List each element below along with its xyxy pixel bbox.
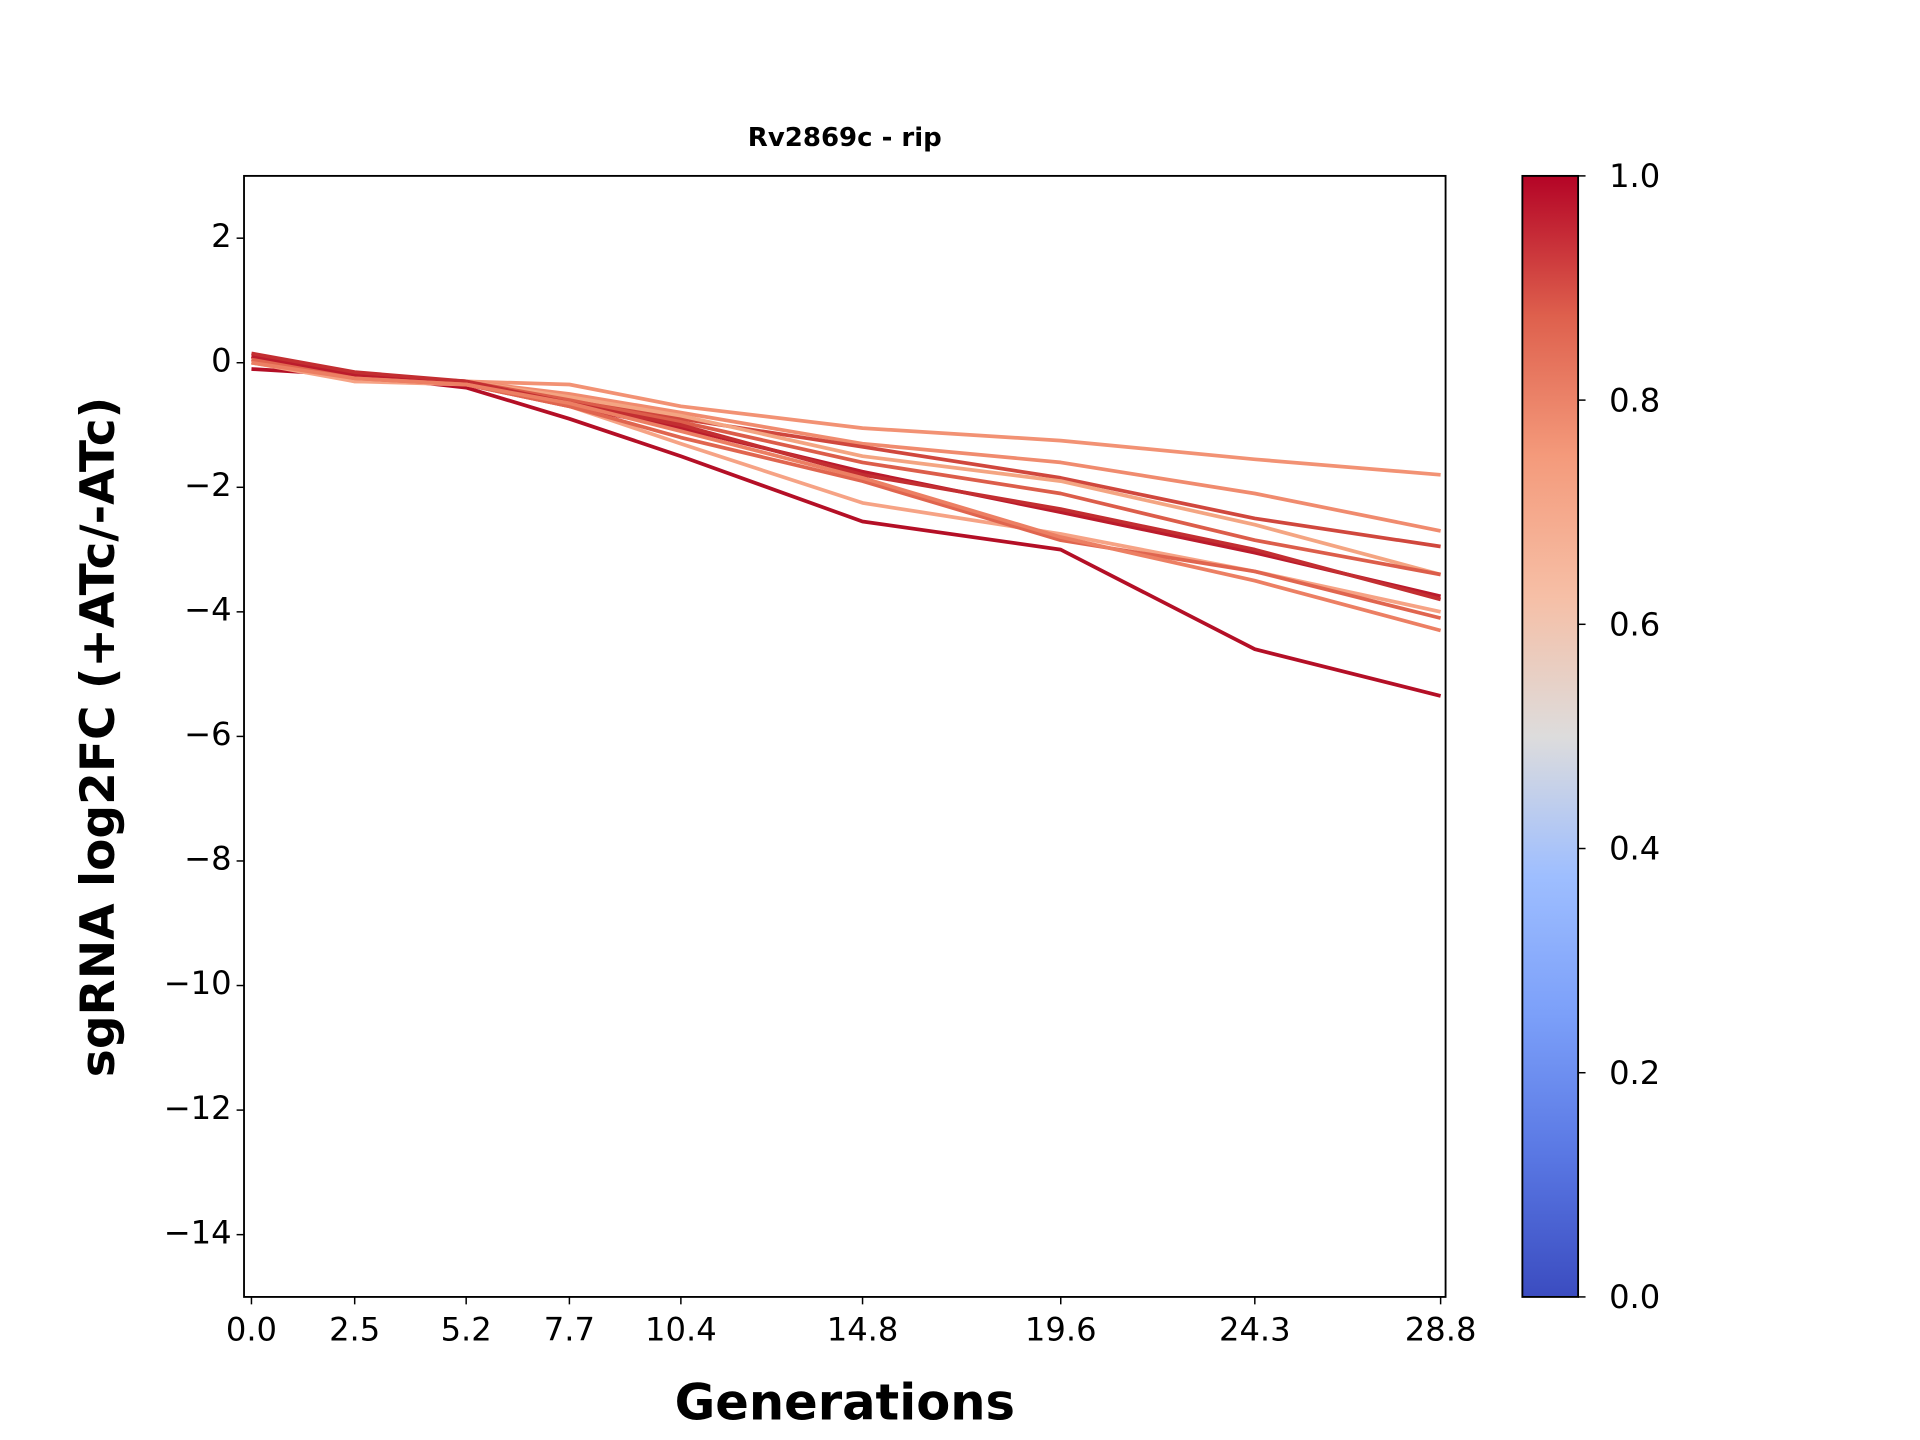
plot-frame xyxy=(243,174,1447,1298)
y-tick-label: −8 xyxy=(184,840,231,878)
y-tick-label: 0 xyxy=(211,341,231,379)
x-tick-label: 10.4 xyxy=(645,1310,717,1348)
y-tick-label: −4 xyxy=(184,591,231,629)
x-tick-label: 2.5 xyxy=(329,1310,380,1348)
colorbar-tick-label: 0.4 xyxy=(1609,830,1660,868)
series-line-8 xyxy=(251,351,1442,602)
x-tick-label: 7.7 xyxy=(544,1310,595,1348)
colorbar xyxy=(1521,174,1580,1298)
y-tick-label: −2 xyxy=(184,466,231,504)
y-tick-label: −12 xyxy=(164,1089,232,1127)
series-line-7 xyxy=(251,354,1442,599)
x-tick-label: 14.8 xyxy=(827,1310,899,1348)
colorbar-tick-label: 1.0 xyxy=(1609,157,1660,195)
colorbar-tick-label: 0.6 xyxy=(1609,605,1660,643)
x-tick-label: 5.2 xyxy=(441,1310,492,1348)
colorbar-tick-label: 0.2 xyxy=(1609,1054,1660,1092)
chart-title: Rv2869c - rip xyxy=(748,123,942,153)
colorbar-tick-label: 0.0 xyxy=(1609,1278,1660,1316)
y-tick-label: −10 xyxy=(164,964,232,1002)
x-tick-label: 0.0 xyxy=(226,1310,277,1348)
x-tick-label: 24.3 xyxy=(1219,1310,1291,1348)
y-tick-label: −14 xyxy=(164,1213,232,1251)
y-tick-label: −6 xyxy=(184,715,231,753)
x-tick-label: 19.6 xyxy=(1025,1310,1097,1348)
series-line-9 xyxy=(251,360,1442,614)
series-line-1 xyxy=(251,367,1442,698)
y-axis-label: sgRNA log2FC (+ATc/-ATc) xyxy=(71,397,126,1077)
colorbar-tick-label: 0.8 xyxy=(1609,381,1660,419)
series-line-10 xyxy=(251,357,1442,620)
y-tick-label: 2 xyxy=(211,217,231,255)
x-tick-label: 28.8 xyxy=(1405,1310,1477,1348)
x-axis-label: Generations xyxy=(675,1374,1015,1432)
series-line-11 xyxy=(251,360,1442,633)
series-line-3 xyxy=(251,360,1441,533)
